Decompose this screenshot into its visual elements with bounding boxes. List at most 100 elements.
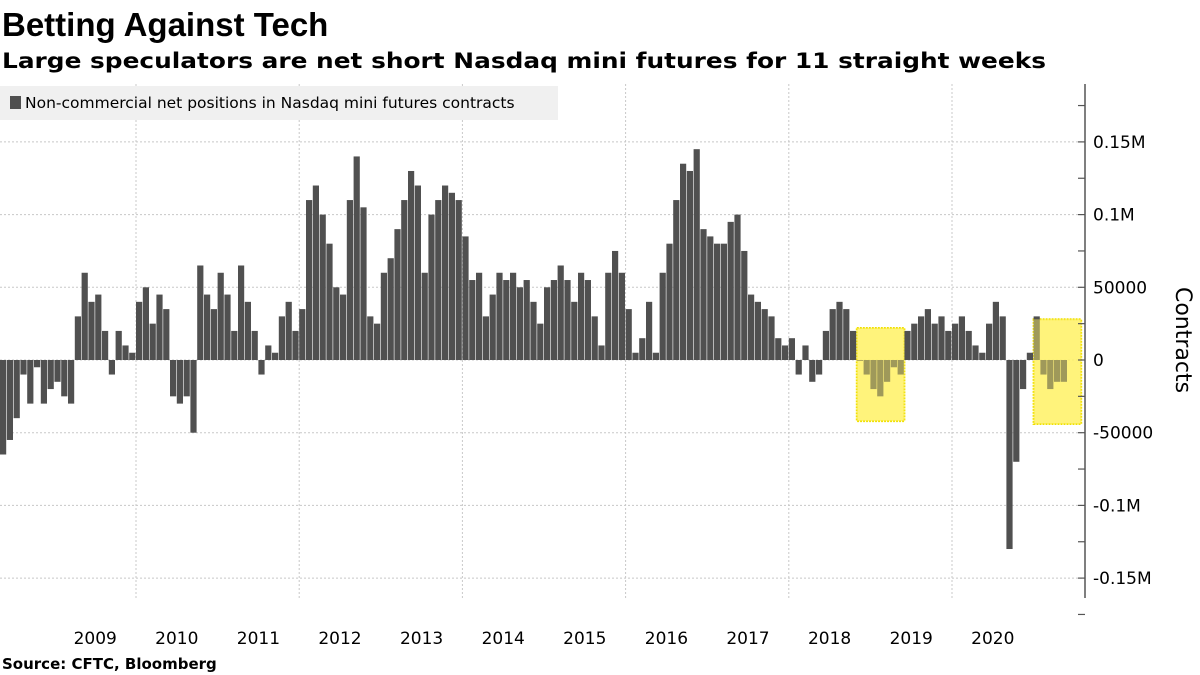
bar (244, 301, 251, 360)
bar (931, 323, 938, 360)
x-axis: 2009 2010 2011 2012 2013 2014 2015 2016 2017 2018… (74, 629, 1015, 649)
bar (88, 301, 95, 360)
bar (516, 287, 523, 360)
highlight-overlays (856, 319, 1082, 424)
bar (530, 301, 537, 360)
bar (544, 287, 551, 360)
bar (278, 316, 285, 360)
bar (251, 330, 258, 360)
bar (795, 360, 802, 375)
bar (95, 294, 102, 360)
bar (129, 352, 136, 360)
bar (870, 360, 877, 390)
x-tick-label: 2020 (971, 629, 1014, 649)
legend-swatch (10, 96, 21, 109)
bar (537, 323, 544, 360)
bar (1020, 360, 1027, 390)
bar (54, 360, 61, 382)
chart-subtitle: Large speculators are net short Nasdaq m… (2, 49, 1046, 73)
bar (1040, 360, 1047, 375)
bar (360, 207, 367, 360)
bar (115, 330, 122, 360)
bar (557, 265, 564, 360)
x-tick-label: 2010 (155, 629, 198, 649)
bar (904, 330, 911, 360)
bar (81, 272, 88, 360)
bar (435, 200, 442, 360)
bar (768, 316, 775, 360)
bar (387, 258, 394, 360)
bar (836, 301, 843, 360)
x-tick-label: 2012 (318, 629, 361, 649)
bar (156, 294, 163, 360)
bar (856, 360, 863, 361)
bar (326, 243, 333, 360)
bar (122, 345, 129, 360)
bar (408, 170, 415, 360)
bar (754, 301, 761, 360)
bar (238, 265, 245, 360)
bar (958, 316, 965, 360)
y-tick-label: 0 (1093, 351, 1104, 371)
bar (74, 316, 81, 360)
bar (510, 272, 517, 360)
bar (952, 323, 959, 360)
legend-label: Non-commercial net positions in Nasdaq m… (25, 94, 515, 112)
bar (918, 316, 925, 360)
bar (673, 200, 680, 360)
bar (863, 360, 870, 375)
bar (1033, 316, 1040, 360)
bar (265, 345, 272, 360)
bar (27, 360, 34, 404)
bar (40, 360, 47, 404)
bar (224, 294, 231, 360)
bar (911, 323, 918, 360)
bar (618, 272, 625, 360)
bar (999, 316, 1006, 360)
bar (693, 149, 700, 360)
bar (809, 360, 816, 382)
bar (829, 309, 836, 360)
bar (761, 309, 768, 360)
x-tick-label: 2009 (74, 629, 117, 649)
bar (6, 360, 13, 440)
bar (782, 345, 789, 360)
bar (734, 214, 741, 360)
bar (183, 360, 190, 397)
bar (210, 309, 217, 360)
x-tick-label: 2015 (563, 629, 606, 649)
bar (47, 360, 54, 390)
bar (380, 272, 387, 360)
highlight-overlay (856, 328, 905, 422)
bar (34, 360, 41, 368)
y-axis: 0.15M 0.1M 50000 0 -50000 -0.1M -0.15M (1078, 104, 1153, 616)
bar (748, 294, 755, 360)
bar (571, 301, 578, 360)
bar (625, 309, 632, 360)
bar (374, 323, 381, 360)
bar (720, 243, 727, 360)
bar (367, 316, 374, 360)
bar (163, 309, 170, 360)
y-tick-label: -0.15M (1093, 569, 1152, 589)
bar (142, 287, 149, 360)
x-tick-label: 2016 (645, 629, 688, 649)
bar (877, 360, 884, 397)
bar (1047, 360, 1054, 390)
bar (319, 214, 326, 360)
bar (272, 352, 279, 360)
x-tick-label: 2014 (482, 629, 525, 649)
y-tick-label: 0.15M (1093, 133, 1146, 153)
bar (353, 156, 360, 360)
bar (61, 360, 68, 397)
bar (340, 294, 347, 360)
bar (1060, 360, 1067, 382)
bar (462, 236, 469, 360)
bar (992, 301, 999, 360)
bar (442, 185, 449, 360)
bar (489, 294, 496, 360)
bar (503, 280, 510, 360)
bar (802, 345, 809, 360)
bar (523, 280, 530, 360)
bar (965, 330, 972, 360)
